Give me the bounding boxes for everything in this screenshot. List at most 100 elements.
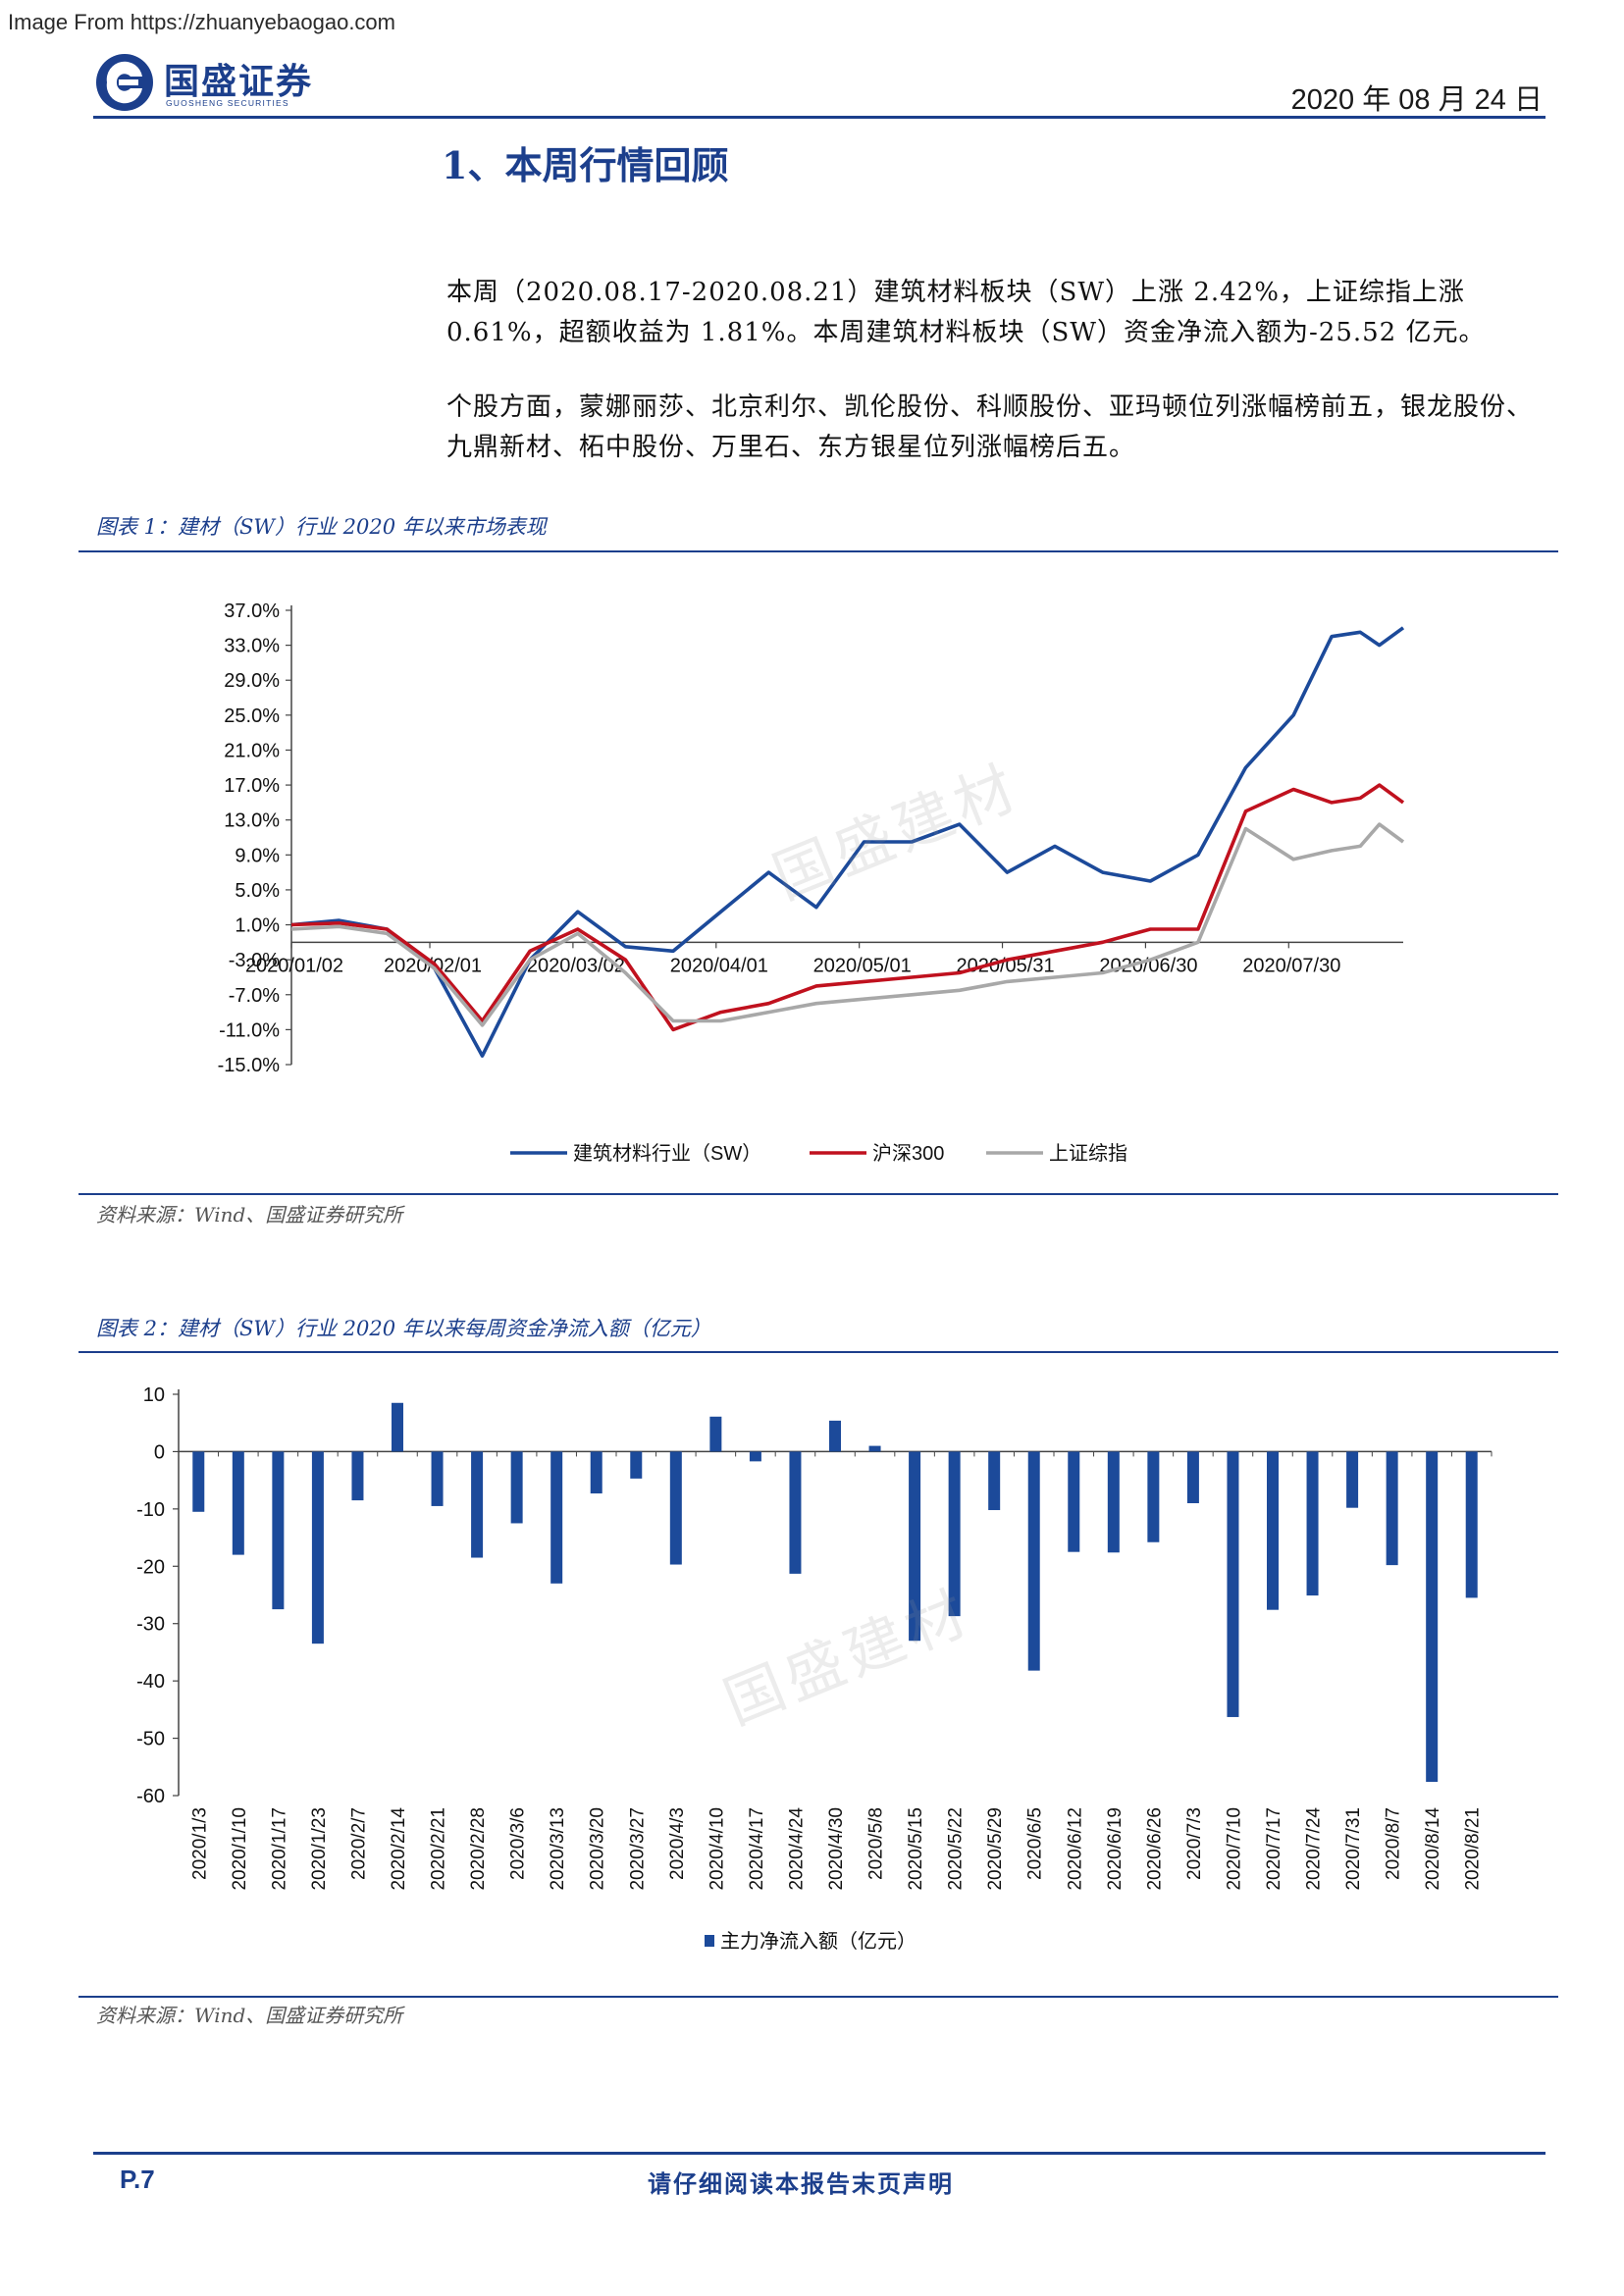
x-tick-label: 2020/7/31 bbox=[1343, 1807, 1364, 1891]
x-tick-label: 2020/3/20 bbox=[588, 1807, 608, 1891]
figure1-bottom-rule bbox=[79, 1193, 1558, 1195]
legend-label-1: 沪深300 bbox=[872, 1142, 944, 1165]
series-line-2 bbox=[290, 822, 1405, 1027]
x-tick-label: 2020/4/24 bbox=[786, 1807, 807, 1891]
x-tick-label: 2020/2/14 bbox=[389, 1807, 409, 1891]
y-tick-label: -60 bbox=[136, 1786, 165, 1807]
x-tick-label: 2020/3/6 bbox=[508, 1807, 529, 1880]
legend-label-2: 上证综指 bbox=[1049, 1142, 1127, 1165]
bar bbox=[988, 1451, 1001, 1511]
figure1-caption: 图表 1：建材（SW）行业 2020 年以来市场表现 bbox=[96, 515, 547, 539]
x-tick-label: 2020/1/23 bbox=[309, 1807, 330, 1891]
bar bbox=[590, 1451, 602, 1494]
y-tick-label: 0 bbox=[154, 1441, 165, 1463]
line-chart: 37.0% 33.0% 29.0% 25.0% 21.0% 17.0% 13.0% 9.0% 5… bbox=[218, 600, 1405, 1165]
y-tick-label: 25.0% bbox=[224, 705, 280, 727]
logo-subtitle: GUOSHENG SECURITIES bbox=[166, 98, 289, 108]
y-tick-label: -3.0% bbox=[229, 950, 280, 971]
x-tick-label: 2020/6/12 bbox=[1065, 1807, 1085, 1891]
y-tick-label: -40 bbox=[136, 1671, 165, 1693]
footer-rule bbox=[93, 2152, 1545, 2155]
bar bbox=[272, 1451, 285, 1610]
bar bbox=[749, 1451, 761, 1462]
figure2-source: 资料来源：Wind、国盛证券研究所 bbox=[96, 2004, 403, 2027]
x-tick-label: 2020/07/30 bbox=[1242, 955, 1340, 976]
x-tick-label: 2020/2/7 bbox=[348, 1807, 369, 1880]
figure2-bottom-rule bbox=[79, 1996, 1558, 1998]
x-tick-label: 2020/2/21 bbox=[429, 1807, 449, 1891]
x-tick-label: 2020/6/26 bbox=[1144, 1807, 1165, 1891]
y-tick-label: 37.0% bbox=[224, 600, 280, 622]
header-rule bbox=[93, 116, 1545, 119]
bar bbox=[471, 1451, 484, 1558]
bar bbox=[1227, 1451, 1239, 1717]
x-tick-label: 2020/6/19 bbox=[1105, 1807, 1126, 1891]
x-tick-label: 2020/05/01 bbox=[813, 955, 912, 976]
bar bbox=[1306, 1451, 1319, 1596]
legend-label: 主力净流入额（亿元） bbox=[720, 1930, 917, 1953]
y-tick-label: -11.0% bbox=[219, 1019, 280, 1041]
figure1-top-rule bbox=[79, 550, 1558, 552]
y-tick-label: 9.0% bbox=[235, 845, 280, 866]
x-tick-label: 2020/5/22 bbox=[946, 1807, 967, 1891]
bar bbox=[948, 1451, 961, 1617]
y-tick-label: 13.0% bbox=[224, 810, 280, 832]
y-tick-label: -20 bbox=[136, 1556, 165, 1578]
x-tick-label: 2020/8/21 bbox=[1463, 1807, 1484, 1891]
section-title: 1、本周行情回顾 bbox=[442, 143, 729, 187]
bar bbox=[1147, 1451, 1160, 1542]
y-tick-label: 5.0% bbox=[235, 880, 280, 902]
logo-emblem-icon bbox=[96, 54, 153, 111]
x-tick-label: 2020/4/17 bbox=[747, 1807, 767, 1891]
bar bbox=[1267, 1451, 1279, 1610]
x-tick-label: 2020/5/15 bbox=[906, 1807, 926, 1891]
x-tick-label: 2020/7/24 bbox=[1304, 1807, 1325, 1891]
x-tick-label: 2020/3/27 bbox=[627, 1807, 648, 1891]
x-tick-label: 2020/8/14 bbox=[1423, 1807, 1443, 1891]
legend-swatch bbox=[705, 1935, 714, 1947]
page-number: P.7 bbox=[120, 2165, 155, 2194]
bar bbox=[909, 1451, 921, 1642]
bar bbox=[1426, 1451, 1439, 1782]
footer-disclaimer: 请仔细阅读本报告末页声明 bbox=[648, 2169, 954, 2198]
x-tick-label: 2020/6/5 bbox=[1025, 1807, 1046, 1880]
x-tick-label: 2020/7/10 bbox=[1224, 1807, 1244, 1891]
bar bbox=[392, 1402, 403, 1452]
series-line-0 bbox=[290, 626, 1405, 1058]
figure1-source: 资料来源：Wind、国盛证券研究所 bbox=[96, 1203, 403, 1226]
x-tick-label: 2020/01/02 bbox=[245, 955, 343, 976]
paragraph-stocks: 个股方面，蒙娜丽莎、北京利尔、凯伦股份、科顺股份、亚玛顿位列涨幅榜前五，银龙股份… bbox=[446, 392, 1534, 462]
bar bbox=[789, 1451, 802, 1574]
paragraph-summary: 本周（2020.08.17-2020.08.21）建筑材料板块（SW）上涨 2.… bbox=[446, 278, 1486, 347]
bar bbox=[351, 1451, 364, 1501]
x-tick-label: 2020/05/31 bbox=[956, 955, 1054, 976]
series-line-1 bbox=[290, 783, 1405, 1032]
x-tick-label: 2020/4/10 bbox=[707, 1807, 727, 1891]
bar bbox=[192, 1451, 205, 1512]
figure2-caption: 图表 2：建材（SW）行业 2020 年以来每周资金净流入额（亿元） bbox=[96, 1317, 711, 1340]
bar bbox=[232, 1451, 244, 1555]
y-tick-label: -10 bbox=[136, 1499, 165, 1521]
bar bbox=[1186, 1451, 1199, 1504]
y-tick-label: 29.0% bbox=[224, 670, 280, 692]
y-tick-label: 21.0% bbox=[224, 740, 280, 761]
x-tick-label: 2020/1/17 bbox=[269, 1807, 289, 1891]
bar bbox=[829, 1420, 841, 1452]
bar bbox=[669, 1451, 682, 1565]
x-tick-label: 2020/3/13 bbox=[548, 1807, 568, 1891]
x-tick-label: 2020/1/10 bbox=[230, 1807, 250, 1891]
bar bbox=[1068, 1451, 1080, 1552]
source-banner: Image From https://zhuanyebaogao.com bbox=[8, 10, 395, 34]
y-tick-label: -30 bbox=[136, 1614, 165, 1636]
x-tick-label: 2020/7/3 bbox=[1184, 1807, 1205, 1880]
bar bbox=[550, 1451, 563, 1584]
bar bbox=[868, 1445, 881, 1452]
bar bbox=[1346, 1451, 1359, 1508]
figure1-chart: 37.0% 33.0% 29.0% 25.0% 21.0% 17.0% 13.0% 9.0% 5… bbox=[79, 554, 1558, 1192]
x-tick-label: 2020/4/30 bbox=[826, 1807, 847, 1891]
bar bbox=[311, 1451, 324, 1644]
x-tick-label: 2020/7/17 bbox=[1264, 1807, 1284, 1891]
bar-chart: 10 0 -10 -20 -30 -40 -50 -60 2020/1/3 2020/1/10 20… bbox=[136, 1384, 1493, 1953]
report-date: 2020 年 08 月 24 日 bbox=[1290, 84, 1543, 116]
x-tick-label: 2020/8/7 bbox=[1384, 1807, 1404, 1880]
